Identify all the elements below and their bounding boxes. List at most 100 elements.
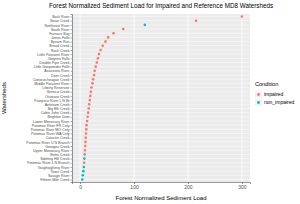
grid-line	[72, 62, 250, 63]
point	[82, 170, 85, 173]
y-tick-mark	[71, 25, 73, 26]
point	[91, 82, 94, 85]
grid-line	[72, 129, 250, 130]
x-tick-label: 100	[130, 184, 139, 190]
y-tick-mark	[71, 46, 73, 47]
y-tick-mark	[71, 62, 73, 63]
point	[122, 28, 125, 31]
legend-item: non_impaired	[255, 99, 295, 106]
point	[84, 145, 87, 148]
grid-line	[72, 104, 250, 105]
point	[94, 65, 97, 68]
y-tick-mark	[71, 142, 73, 143]
point	[87, 111, 90, 114]
point	[90, 90, 93, 93]
legend-key	[255, 99, 262, 106]
panel	[72, 14, 250, 182]
y-tick: Fifteen Mile Creek	[40, 178, 72, 182]
y-tick-mark	[71, 75, 73, 76]
grid-line	[72, 146, 250, 147]
grid-line	[72, 141, 250, 142]
y-tick-mark	[71, 159, 73, 160]
grid-line	[72, 158, 250, 159]
grid-line	[72, 45, 250, 46]
legend-title: Condition	[255, 81, 278, 87]
point	[86, 116, 89, 119]
y-tick-mark	[71, 129, 73, 130]
y-tick-mark	[71, 96, 73, 97]
y-tick-mark	[71, 58, 73, 59]
legend-item: impaired	[255, 91, 283, 98]
y-tick-mark	[71, 121, 73, 122]
grid-line	[72, 16, 250, 17]
point	[85, 132, 88, 135]
grid-line	[72, 83, 250, 84]
point	[83, 153, 86, 156]
y-tick-mark	[71, 37, 73, 38]
point	[112, 32, 115, 35]
point	[83, 166, 86, 169]
point	[87, 107, 90, 110]
points	[81, 15, 243, 181]
point	[97, 57, 100, 60]
y-tick-mark	[71, 54, 73, 55]
point	[86, 120, 89, 123]
legend-label: impaired	[264, 91, 283, 97]
point	[84, 141, 87, 144]
legend-label: non_impaired	[264, 99, 295, 105]
y-tick-mark	[71, 92, 73, 93]
chart: 0 100 200 300 Back RiverSwan CreekNortheast …	[0, 0, 300, 204]
x-tick-label: 300	[238, 184, 247, 190]
plot: 0 100 200 300 Back RiverSwan CreekNortheast …	[26, 14, 250, 190]
x-axis-line	[73, 183, 251, 185]
y-tick-mark	[71, 21, 73, 22]
point	[88, 103, 91, 106]
grid-line	[72, 116, 250, 117]
y-tick-mark	[71, 29, 73, 30]
grid-line	[72, 179, 250, 180]
y-axis: Back RiverSwan CreekNortheast RiverSouth…	[26, 15, 72, 183]
x-axis-title: Forest Normalized Sediment Load	[115, 195, 206, 201]
y-tick-mark	[71, 138, 73, 139]
point	[98, 53, 101, 56]
point	[84, 149, 87, 152]
y-tick-mark	[71, 171, 73, 172]
y-tick-mark	[71, 125, 73, 126]
x-axis: 0 100 200 300	[73, 182, 251, 190]
grid-line	[72, 125, 250, 126]
grid-line	[72, 108, 250, 109]
grid-line	[72, 166, 250, 167]
y-axis-line	[71, 15, 73, 183]
legend: Condition impaired non_impaired	[255, 81, 295, 106]
grid-line	[72, 112, 250, 113]
grid-line	[72, 49, 250, 50]
grid-line	[134, 14, 135, 182]
y-tick-mark	[71, 179, 73, 180]
grid-line	[72, 154, 250, 155]
point	[90, 86, 93, 89]
grid-line	[72, 133, 250, 134]
grid-line	[72, 66, 250, 67]
grid-line	[72, 120, 250, 121]
y-tick-mark	[71, 79, 73, 80]
x-tick: 0	[79, 182, 82, 190]
y-tick-mark	[71, 108, 73, 109]
point	[83, 157, 86, 160]
y-tick-mark	[71, 117, 73, 118]
x-tick: 300	[238, 182, 247, 190]
grid-line	[72, 41, 250, 42]
grid-line	[72, 70, 250, 71]
grid-line	[72, 150, 250, 151]
y-tick-mark	[71, 134, 73, 135]
grid-line	[72, 33, 250, 34]
x-tick: 200	[184, 182, 193, 190]
y-tick-mark	[71, 42, 73, 43]
y-tick-mark	[71, 17, 73, 18]
y-tick-mark	[71, 88, 73, 89]
y-tick-mark	[71, 50, 73, 51]
y-tick-mark	[71, 163, 73, 164]
y-tick-mark	[71, 154, 73, 155]
grid-line	[72, 175, 250, 176]
point	[195, 19, 198, 22]
grid-line	[72, 75, 250, 76]
